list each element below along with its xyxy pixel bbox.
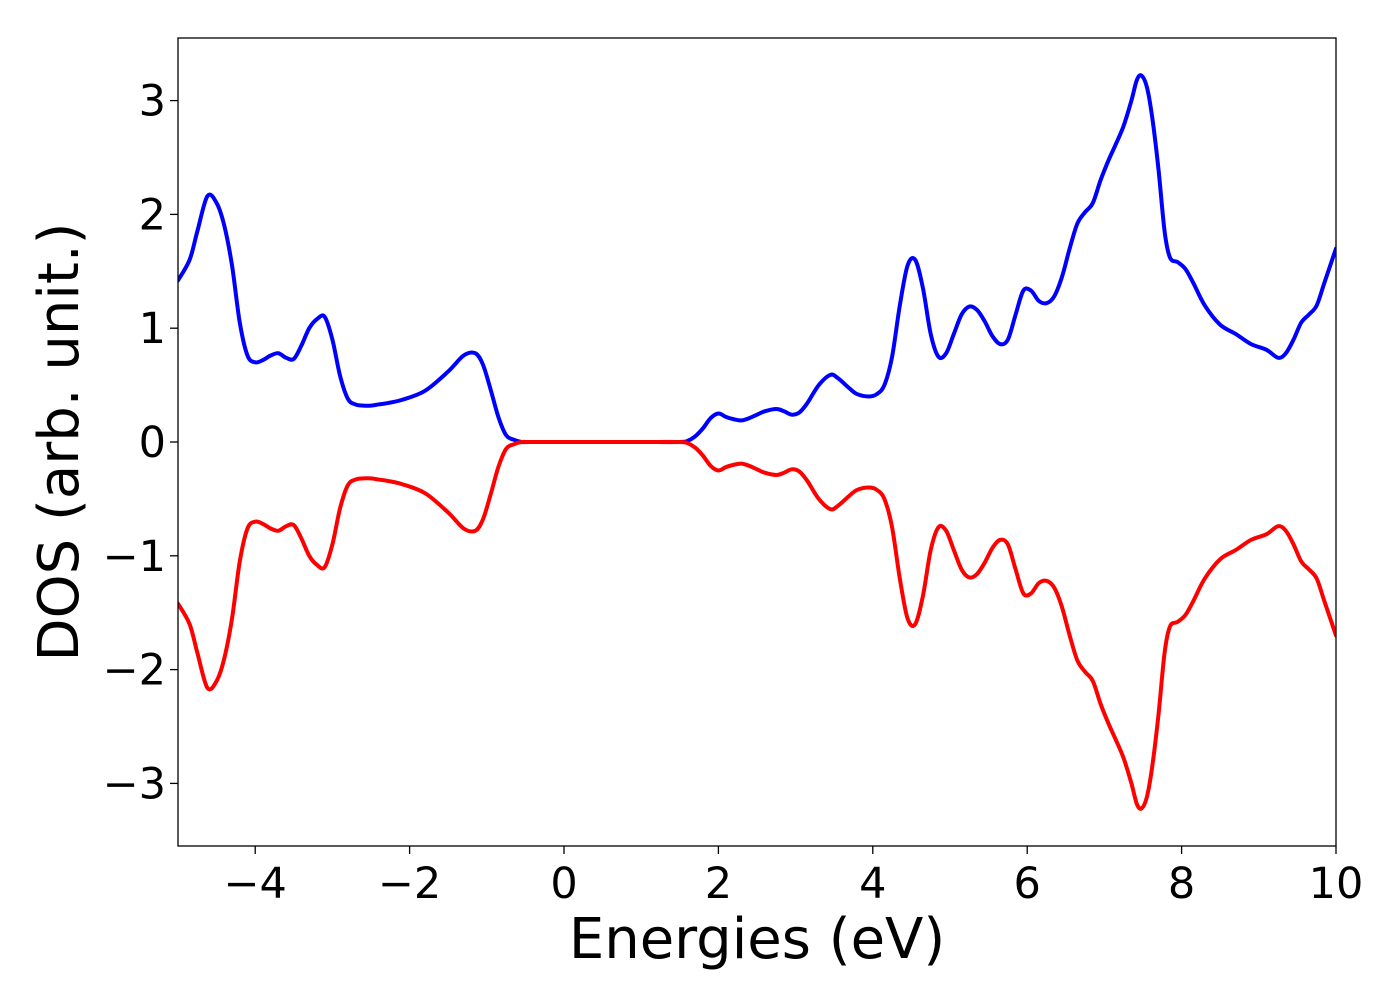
x-tick-label: −4 [224,859,287,909]
y-tick-label: 2 [139,190,166,240]
y-tick-label: −2 [103,646,166,696]
y-tick-label: 0 [139,418,166,468]
x-tick-label: −2 [378,859,441,909]
series-line-1 [178,73,1336,445]
y-tick-label: 1 [139,304,166,354]
x-tick-label: 2 [705,859,732,909]
y-axis-label: DOS (arb. unit.) [27,222,92,661]
y-tick-label: −1 [103,532,166,582]
x-tick-label: 0 [550,859,577,909]
x-axis-label: Energies (eV) [569,907,945,972]
y-tick-label: 3 [139,77,166,127]
y-axis-ticks: −3 −2 −1 0 1 2 3 [103,77,178,809]
x-axis-ticks: −4 −2 0 2 4 6 8 10 [224,846,1364,909]
x-tick-label: 6 [1014,859,1041,909]
plot-frame [177,37,1337,847]
y-tick-label: −3 [103,759,166,809]
x-tick-label: 4 [859,859,886,909]
x-tick-label: 10 [1309,859,1364,909]
x-tick-label: 8 [1168,859,1195,909]
series-line-2 [178,439,1336,811]
series-layer [178,73,1336,811]
